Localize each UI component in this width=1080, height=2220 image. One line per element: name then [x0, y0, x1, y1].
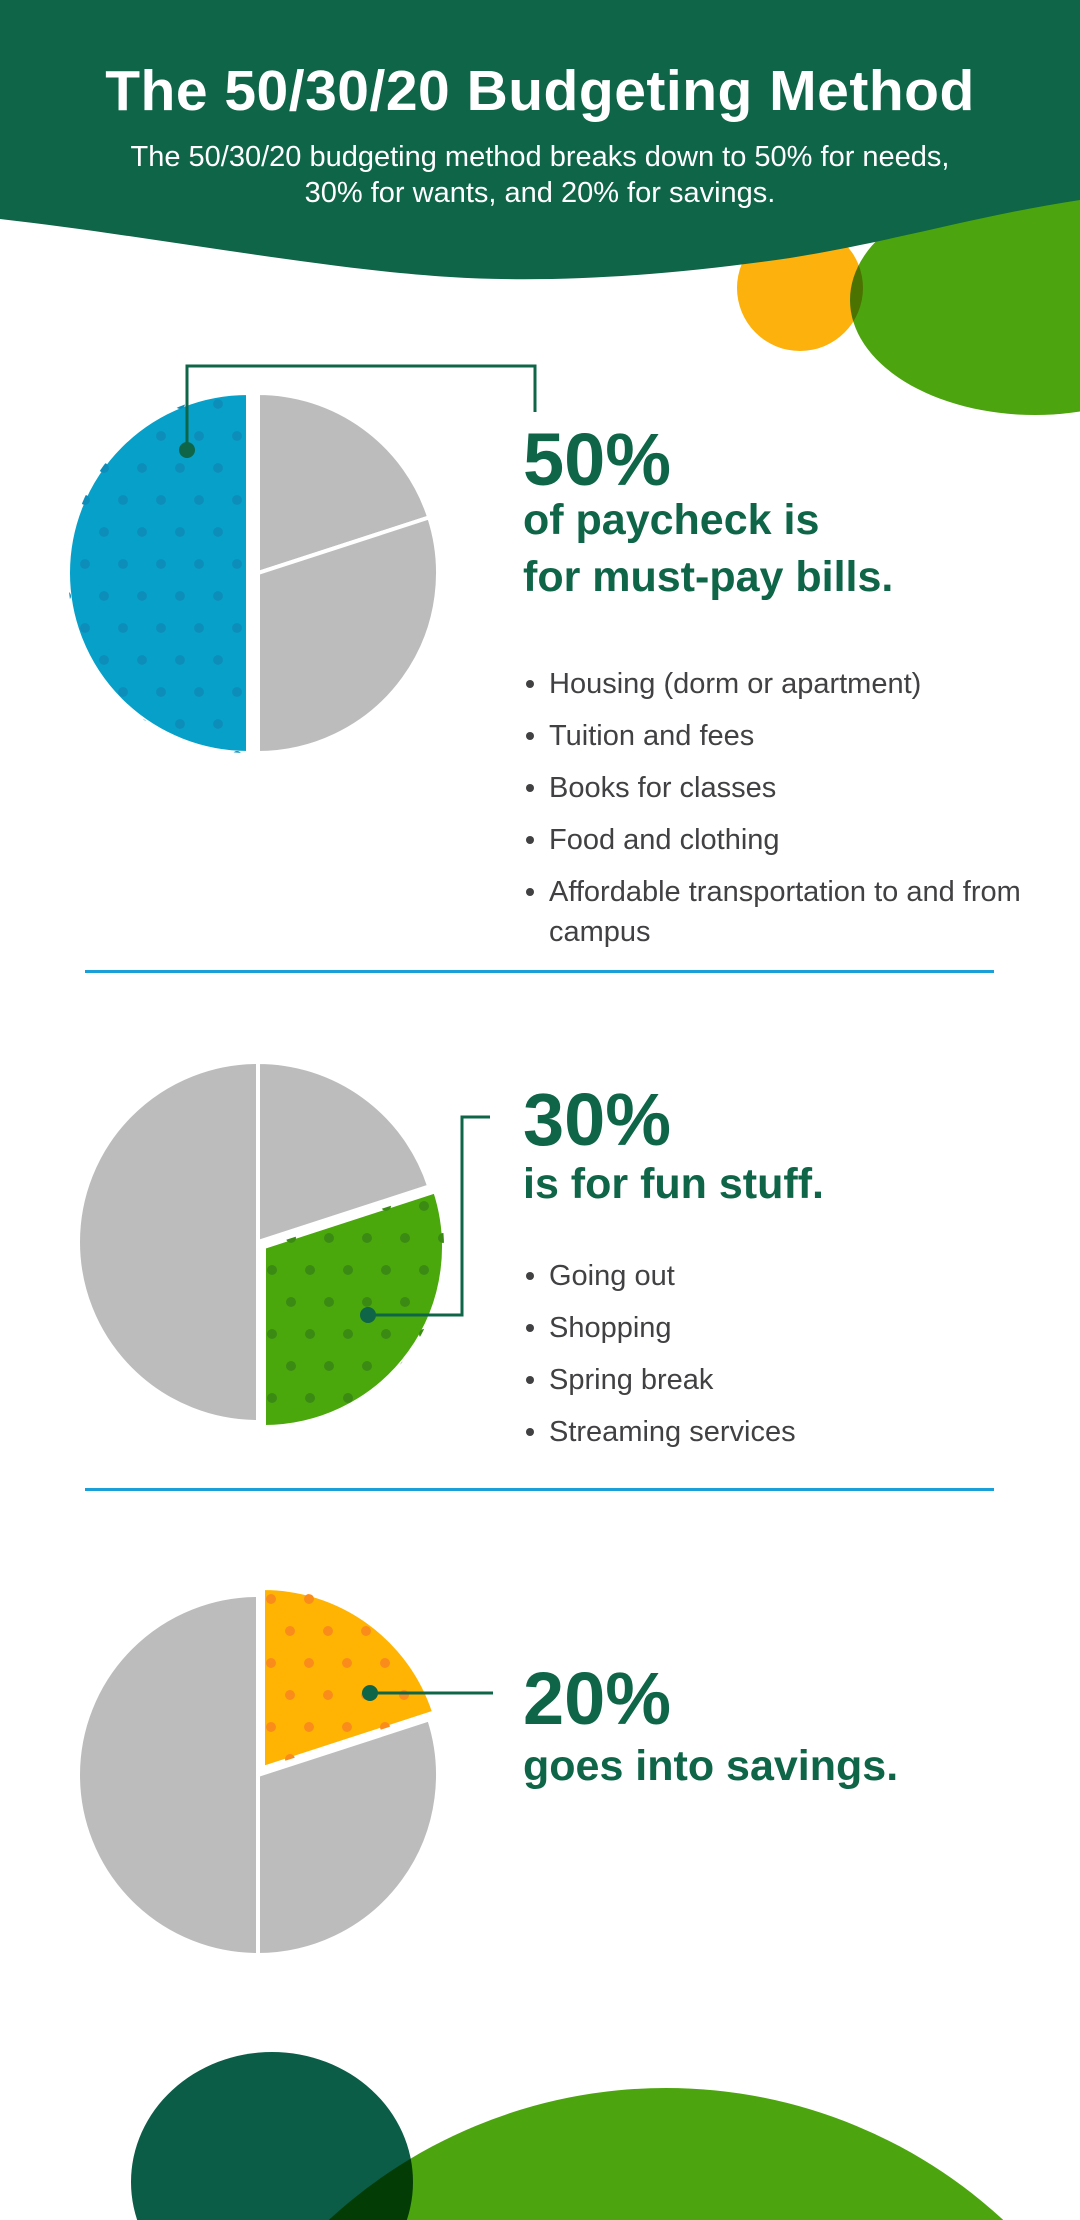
percent-heading-wants: 30% [523, 1078, 672, 1161]
bullet-item: Shopping [523, 1308, 1043, 1348]
pie-slice-needs-gray [76, 1592, 260, 1958]
caption-needs-line-1: of paycheck is [523, 496, 820, 544]
caption-savings: goes into savings. [523, 1738, 898, 1795]
page-subtitle-line-1: The 50/30/20 budgeting method breaks dow… [130, 141, 950, 173]
bullet-item: Housing (dorm or apartment) [523, 664, 1043, 704]
bullet-item: Streaming services [523, 1412, 1043, 1452]
pie-slice-wants-gray [256, 1716, 440, 1958]
caption-wants-line-1: is for fun stuff. [523, 1160, 824, 1208]
percent-heading-savings: 20% [523, 1657, 672, 1740]
caption-needs: of paycheck is for must-pay bills. [523, 492, 893, 606]
bullet-item: Books for classes [523, 768, 1043, 808]
bullet-item: Food and clothing [523, 820, 1043, 860]
section-divider [85, 970, 994, 973]
percent-heading-needs: 50% [523, 418, 672, 501]
pie-chart-savings [76, 1585, 440, 1958]
page-subtitle-line-2: 30% for wants, and 20% for savings. [304, 177, 776, 209]
bullet-item: Tuition and fees [523, 716, 1043, 756]
page-title: The 50/30/20 Budgeting Method [105, 59, 975, 123]
section-divider [85, 1488, 994, 1491]
pie-slice-wants-gray [256, 514, 440, 756]
pie-slice-needs-gray [76, 1059, 260, 1425]
pie-slice-needs-dots [68, 393, 248, 753]
pie-chart-wants [76, 1059, 446, 1430]
pie-slice-savings-dots [263, 1588, 435, 1768]
caption-needs-line-2: for must-pay bills. [523, 553, 894, 601]
caption-savings-line-1: goes into savings. [523, 1742, 899, 1790]
bullet-list-wants: Going out Shopping Spring break Streaming s… [523, 1256, 1043, 1464]
bullet-list-needs: Housing (dorm or apartment) Tuition and f… [523, 664, 1043, 964]
bullet-item: Spring break [523, 1360, 1043, 1400]
bullet-item: Affordable transportation to and from ca… [523, 872, 1043, 952]
bullet-item: Going out [523, 1256, 1043, 1296]
header-banner [0, 0, 1080, 280]
caption-wants: is for fun stuff. [523, 1156, 824, 1213]
pie-chart-needs [66, 390, 440, 756]
header-wave-shape [0, 0, 1080, 280]
